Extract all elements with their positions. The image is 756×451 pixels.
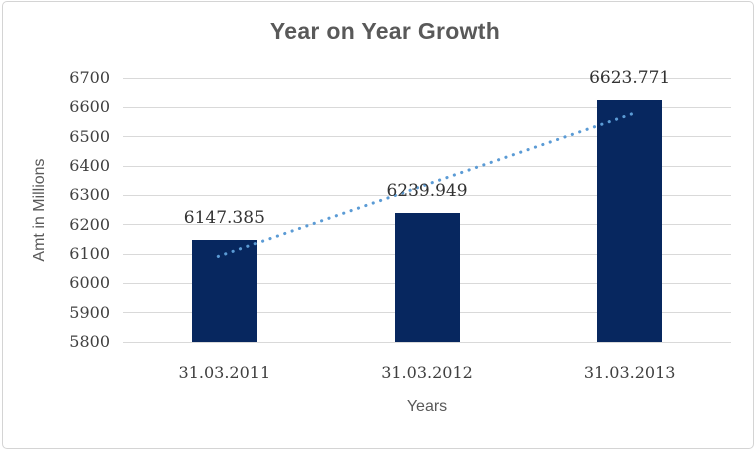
bar — [597, 100, 663, 342]
y-tick-label: 6000 — [69, 273, 110, 293]
y-tick-label: 6100 — [69, 244, 110, 263]
y-tick-label: 6600 — [69, 97, 110, 117]
bar — [191, 240, 257, 342]
gridline — [123, 341, 731, 343]
bar-data-label: 6147.385 — [183, 208, 265, 229]
bar-data-label: 6239.949 — [386, 180, 468, 201]
y-tick-label: 5800 — [69, 332, 110, 351]
y-tick-label: 6300 — [69, 185, 110, 205]
y-tick-label: 5900 — [69, 302, 110, 322]
x-tick-label: 31.03.2013 — [583, 363, 676, 382]
y-tick-label: 6500 — [69, 126, 110, 146]
y-tick-label: 6700 — [69, 68, 110, 87]
bar-data-label: 6623.771 — [589, 68, 671, 89]
gridline — [123, 106, 731, 108]
x-axis-title: Years — [406, 398, 448, 415]
x-tick-label: 31.03.2012 — [381, 363, 473, 382]
chart-title: Year on Year Growth — [269, 18, 501, 44]
bar — [394, 212, 460, 342]
y-tick-label: 6200 — [69, 214, 110, 234]
x-tick-label: 31.03.2011 — [178, 363, 271, 382]
gridline — [123, 77, 731, 79]
y-tick-label: 6400 — [69, 156, 110, 175]
